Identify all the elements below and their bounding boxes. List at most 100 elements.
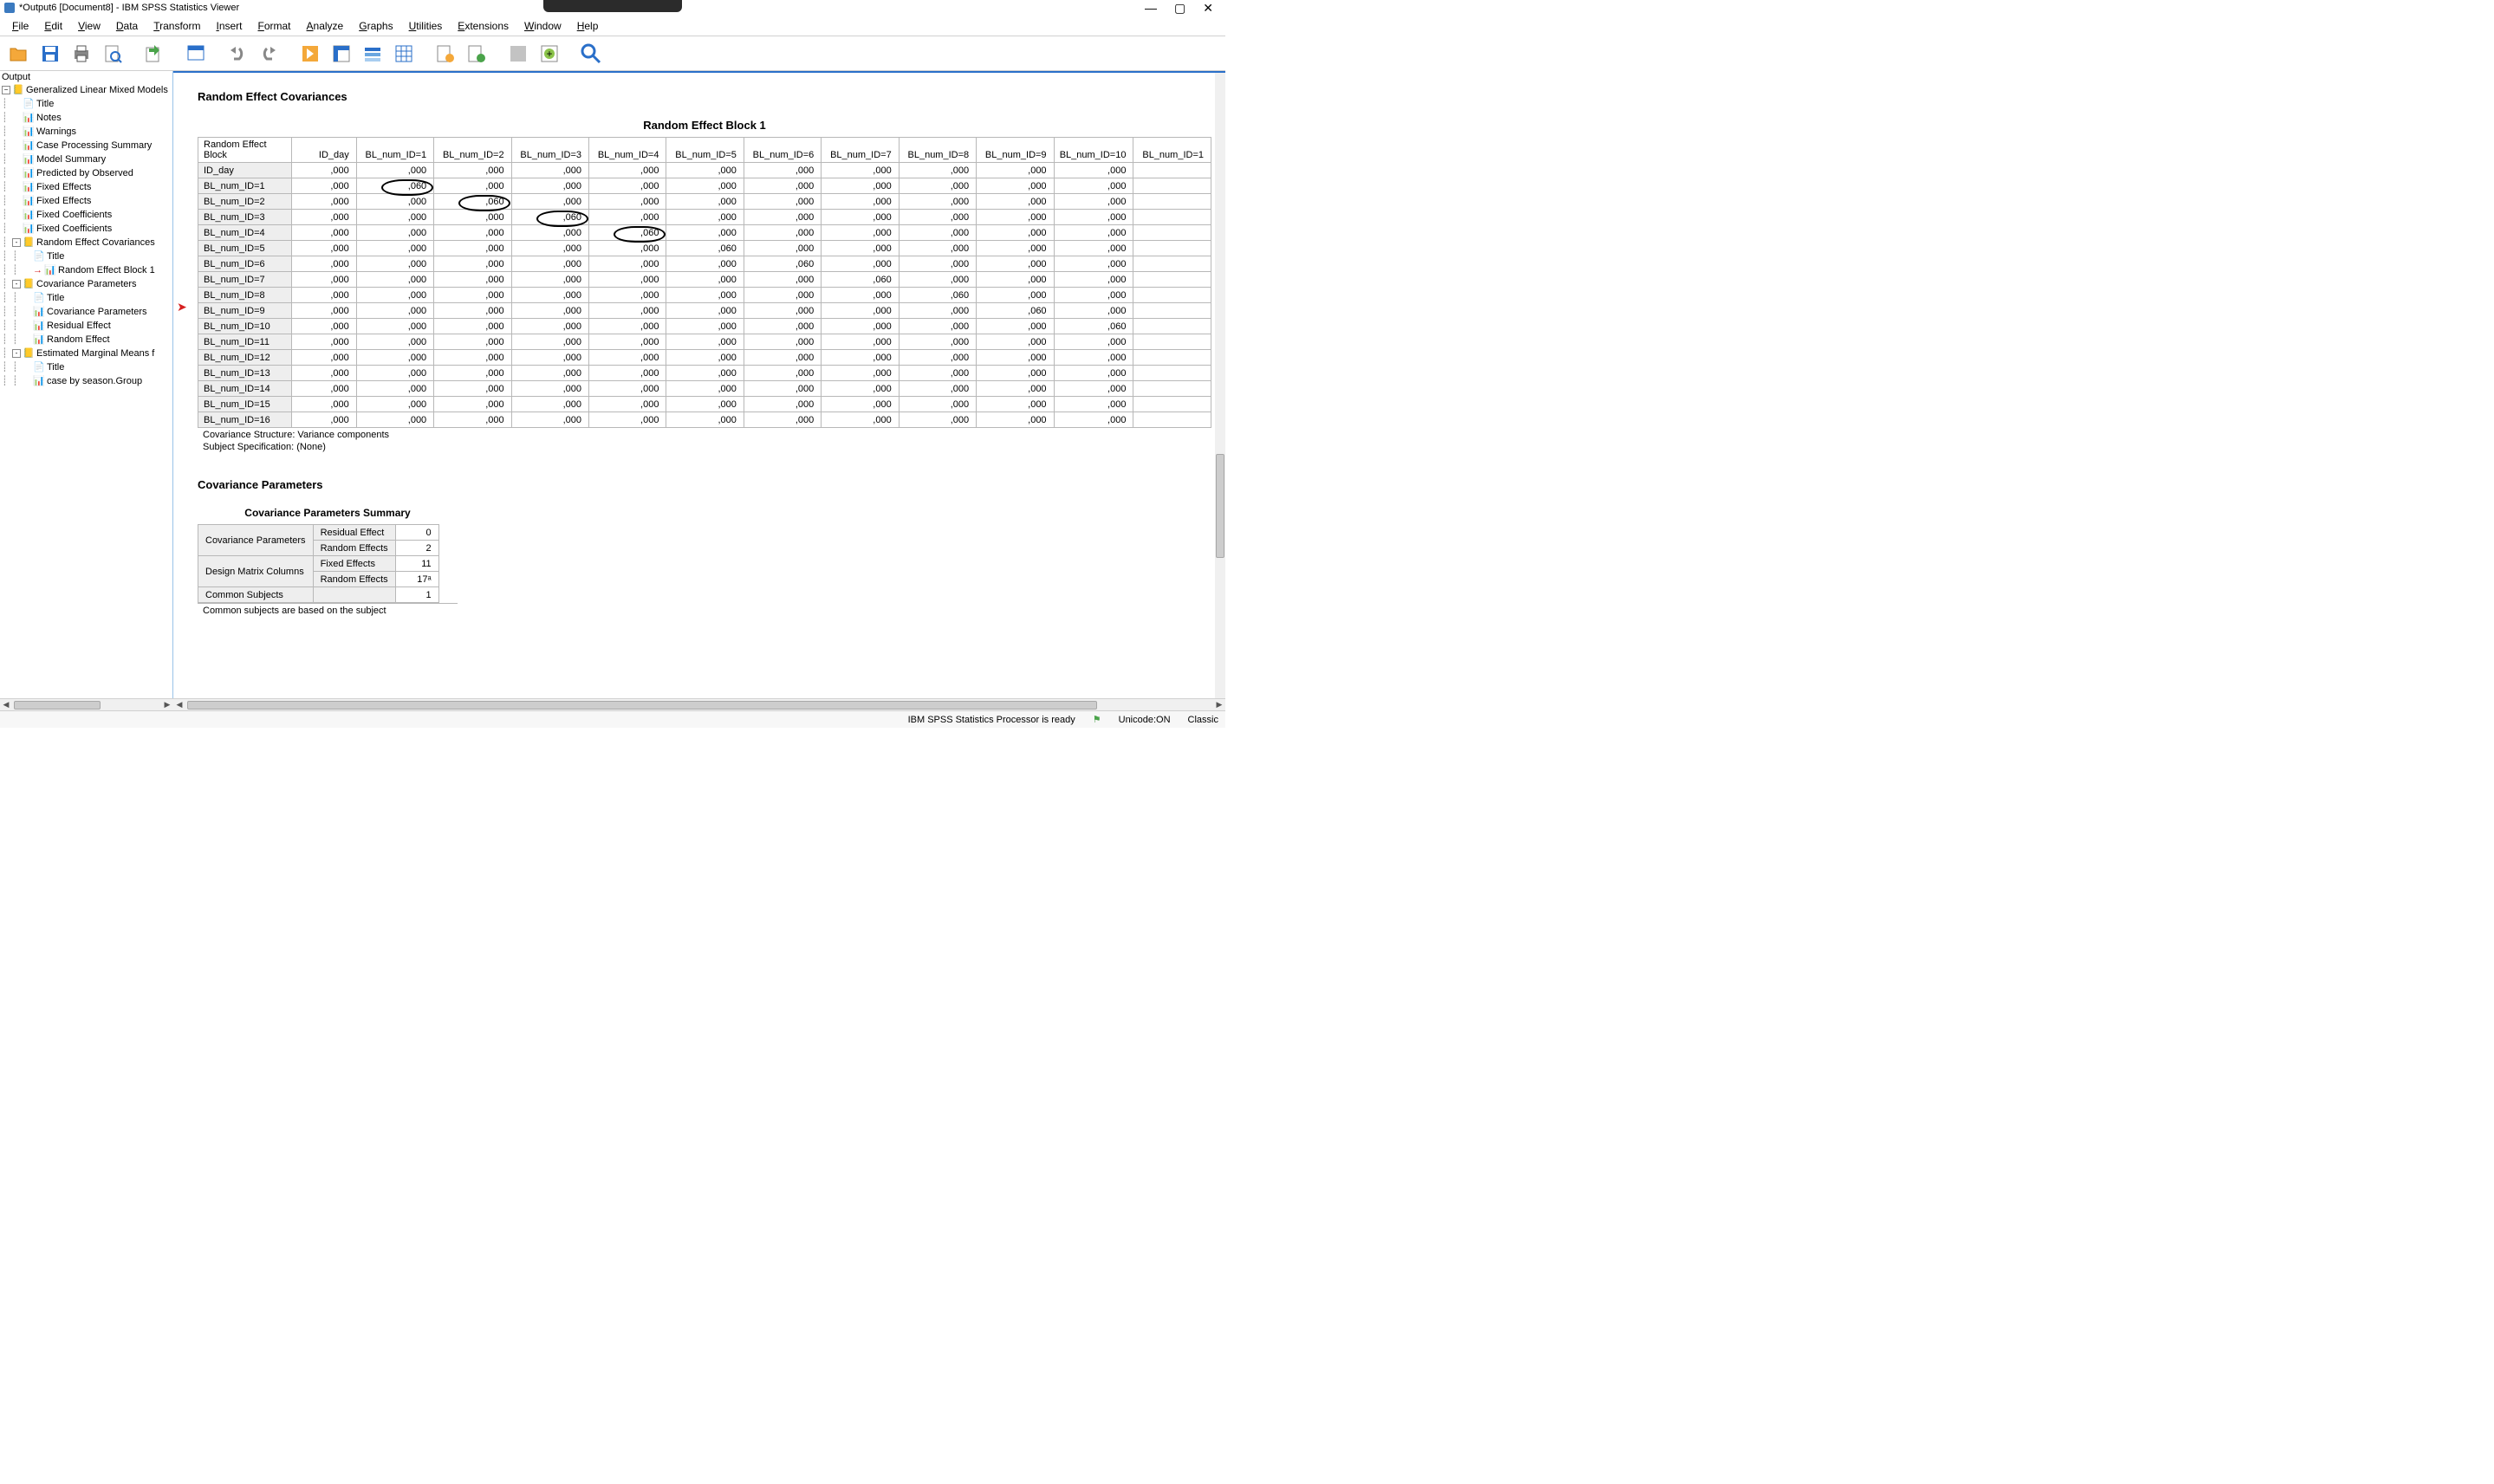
col-header: BL_num_ID=5 — [666, 138, 744, 163]
tree-item[interactable]: ┊📊Case Processing Summary — [0, 139, 172, 152]
table-cell: ,000 — [434, 163, 511, 178]
undo-icon[interactable] — [224, 40, 251, 68]
expand-toggle[interactable]: - — [12, 280, 21, 288]
tree-item[interactable]: ┊┊📊Covariance Parameters — [0, 305, 172, 319]
menu-help[interactable]: Help — [570, 18, 606, 34]
scroll-right-icon[interactable]: ▶ — [1213, 700, 1225, 710]
goto-var-icon[interactable] — [328, 40, 355, 68]
table-cell: ,000 — [1054, 334, 1133, 350]
menu-view[interactable]: View — [71, 18, 107, 34]
tree-item[interactable]: ┊📊Fixed Coefficients — [0, 208, 172, 222]
menu-file[interactable]: File — [5, 18, 36, 34]
vscroll-thumb[interactable] — [1216, 454, 1224, 558]
hscroll[interactable]: ◀ ▶ ◀ ▶ — [0, 698, 1225, 710]
tree-label: Covariance Parameters — [36, 277, 137, 291]
tree-item[interactable]: ┊┊📄Title — [0, 360, 172, 374]
row-label: Fixed Effects — [313, 556, 395, 572]
redo-icon[interactable] — [255, 40, 283, 68]
menubar: FileEditViewDataTransformInsertFormatAna… — [0, 16, 1225, 36]
tree-item[interactable]: ┊📊Fixed Coefficients — [0, 222, 172, 236]
expand-toggle[interactable]: − — [2, 86, 10, 94]
titlebar: *Output6 [Document8] - IBM SPSS Statisti… — [0, 0, 1225, 16]
table-cell: ,000 — [899, 178, 976, 194]
table-cell: ,000 — [744, 241, 821, 256]
weight-icon[interactable] — [463, 40, 490, 68]
table-cell: ,000 — [977, 397, 1054, 412]
menu-format[interactable]: Format — [251, 18, 298, 34]
export-icon[interactable] — [140, 40, 168, 68]
table-row: BL_num_ID=13,000,000,000,000,000,000,000… — [198, 366, 1211, 381]
tree-item[interactable]: ┊┊📄Title — [0, 291, 172, 305]
doc-icon: 📄 — [23, 97, 35, 111]
menu-window[interactable]: Window — [517, 18, 568, 34]
table-row: BL_num_ID=7,000,000,000,000,000,000,000,… — [198, 272, 1211, 288]
hscroll-thumb[interactable] — [187, 701, 1097, 710]
tbl-icon: 📊 — [23, 125, 35, 139]
content-pane[interactable]: Random Effect Covariances ➤ Random Effec… — [173, 71, 1225, 698]
menu-extensions[interactable]: Extensions — [451, 18, 516, 34]
minimize-button[interactable]: — — [1145, 1, 1157, 16]
table-row: BL_num_ID=16,000,000,000,000,000,000,000… — [198, 412, 1211, 428]
goto-case-icon[interactable] — [296, 40, 324, 68]
table-cell: ,000 — [291, 412, 356, 428]
tree-item[interactable]: ┊📊Fixed Effects — [0, 194, 172, 208]
row-header: BL_num_ID=3 — [198, 210, 292, 225]
table-cell: 17ᵃ — [395, 572, 438, 587]
outline-pane[interactable]: Output − 📒 Generalized Linear Mixed Mode… — [0, 71, 173, 698]
menu-transform[interactable]: Transform — [146, 18, 207, 34]
tree-item[interactable]: ┊┊📊case by season.Group — [0, 374, 172, 388]
tree-item[interactable]: ┊-📒Random Effect Covariances — [0, 236, 172, 249]
table-cell: ,000 — [589, 350, 666, 366]
tree-root[interactable]: − 📒 Generalized Linear Mixed Models — [0, 83, 172, 97]
table-cell: ,060 — [1054, 319, 1133, 334]
menu-data[interactable]: Data — [109, 18, 145, 34]
scroll-left-icon[interactable]: ◀ — [173, 700, 185, 710]
table-cell: ,000 — [899, 412, 976, 428]
recall-icon[interactable] — [182, 40, 210, 68]
table-cell: ,000 — [291, 210, 356, 225]
save-icon[interactable] — [36, 40, 64, 68]
tree-item[interactable]: ┊┊📄Title — [0, 249, 172, 263]
search-icon[interactable] — [577, 40, 605, 68]
hscroll-thumb[interactable] — [14, 701, 101, 710]
table-cell: ,000 — [291, 163, 356, 178]
maximize-button[interactable]: ▢ — [1174, 1, 1185, 16]
select-cases-icon[interactable] — [432, 40, 459, 68]
menu-insert[interactable]: Insert — [209, 18, 249, 34]
table-cell: ,000 — [511, 178, 588, 194]
table-cell: ,000 — [356, 412, 433, 428]
print-icon[interactable] — [68, 40, 95, 68]
open-icon[interactable] — [5, 40, 33, 68]
variables-icon[interactable] — [359, 40, 386, 68]
close-button[interactable]: ✕ — [1203, 1, 1213, 16]
table-cell: ,000 — [899, 334, 976, 350]
menu-analyze[interactable]: Analyze — [300, 18, 351, 34]
tree-item[interactable]: ┊-📒Covariance Parameters — [0, 277, 172, 291]
tree-item[interactable]: ┊📄Title — [0, 97, 172, 111]
menu-graphs[interactable]: Graphs — [352, 18, 399, 34]
preview-icon[interactable] — [99, 40, 127, 68]
table-cell: ,000 — [1054, 381, 1133, 397]
expand-toggle[interactable]: - — [12, 349, 21, 358]
tree-item[interactable]: ┊┊📊Random Effect — [0, 333, 172, 347]
tree-item[interactable]: ┊📊Model Summary — [0, 152, 172, 166]
tree-item[interactable]: ┊-📒Estimated Marginal Means f — [0, 347, 172, 360]
scroll-left-icon[interactable]: ◀ — [0, 700, 12, 710]
create-icon[interactable]: + — [536, 40, 563, 68]
menu-edit[interactable]: Edit — [37, 18, 69, 34]
menu-utilities[interactable]: Utilities — [402, 18, 450, 34]
table-cell: ,000 — [666, 163, 744, 178]
scroll-right-icon[interactable]: ▶ — [161, 700, 173, 710]
table-cell: ,000 — [899, 194, 976, 210]
tbl-icon: 📊 — [23, 152, 35, 166]
tree-item[interactable]: ┊📊Predicted by Observed — [0, 166, 172, 180]
tree-item[interactable]: ┊📊Notes — [0, 111, 172, 125]
tree-item[interactable]: ┊📊Warnings — [0, 125, 172, 139]
tree-item[interactable]: ┊┊📊Residual Effect — [0, 319, 172, 333]
tables-icon[interactable] — [390, 40, 418, 68]
table-cell: ,000 — [977, 334, 1054, 350]
tree-item[interactable]: ┊┊→📊Random Effect Block 1 — [0, 263, 172, 277]
expand-toggle[interactable]: - — [12, 238, 21, 247]
vscroll[interactable] — [1215, 73, 1225, 698]
tree-item[interactable]: ┊📊Fixed Effects — [0, 180, 172, 194]
